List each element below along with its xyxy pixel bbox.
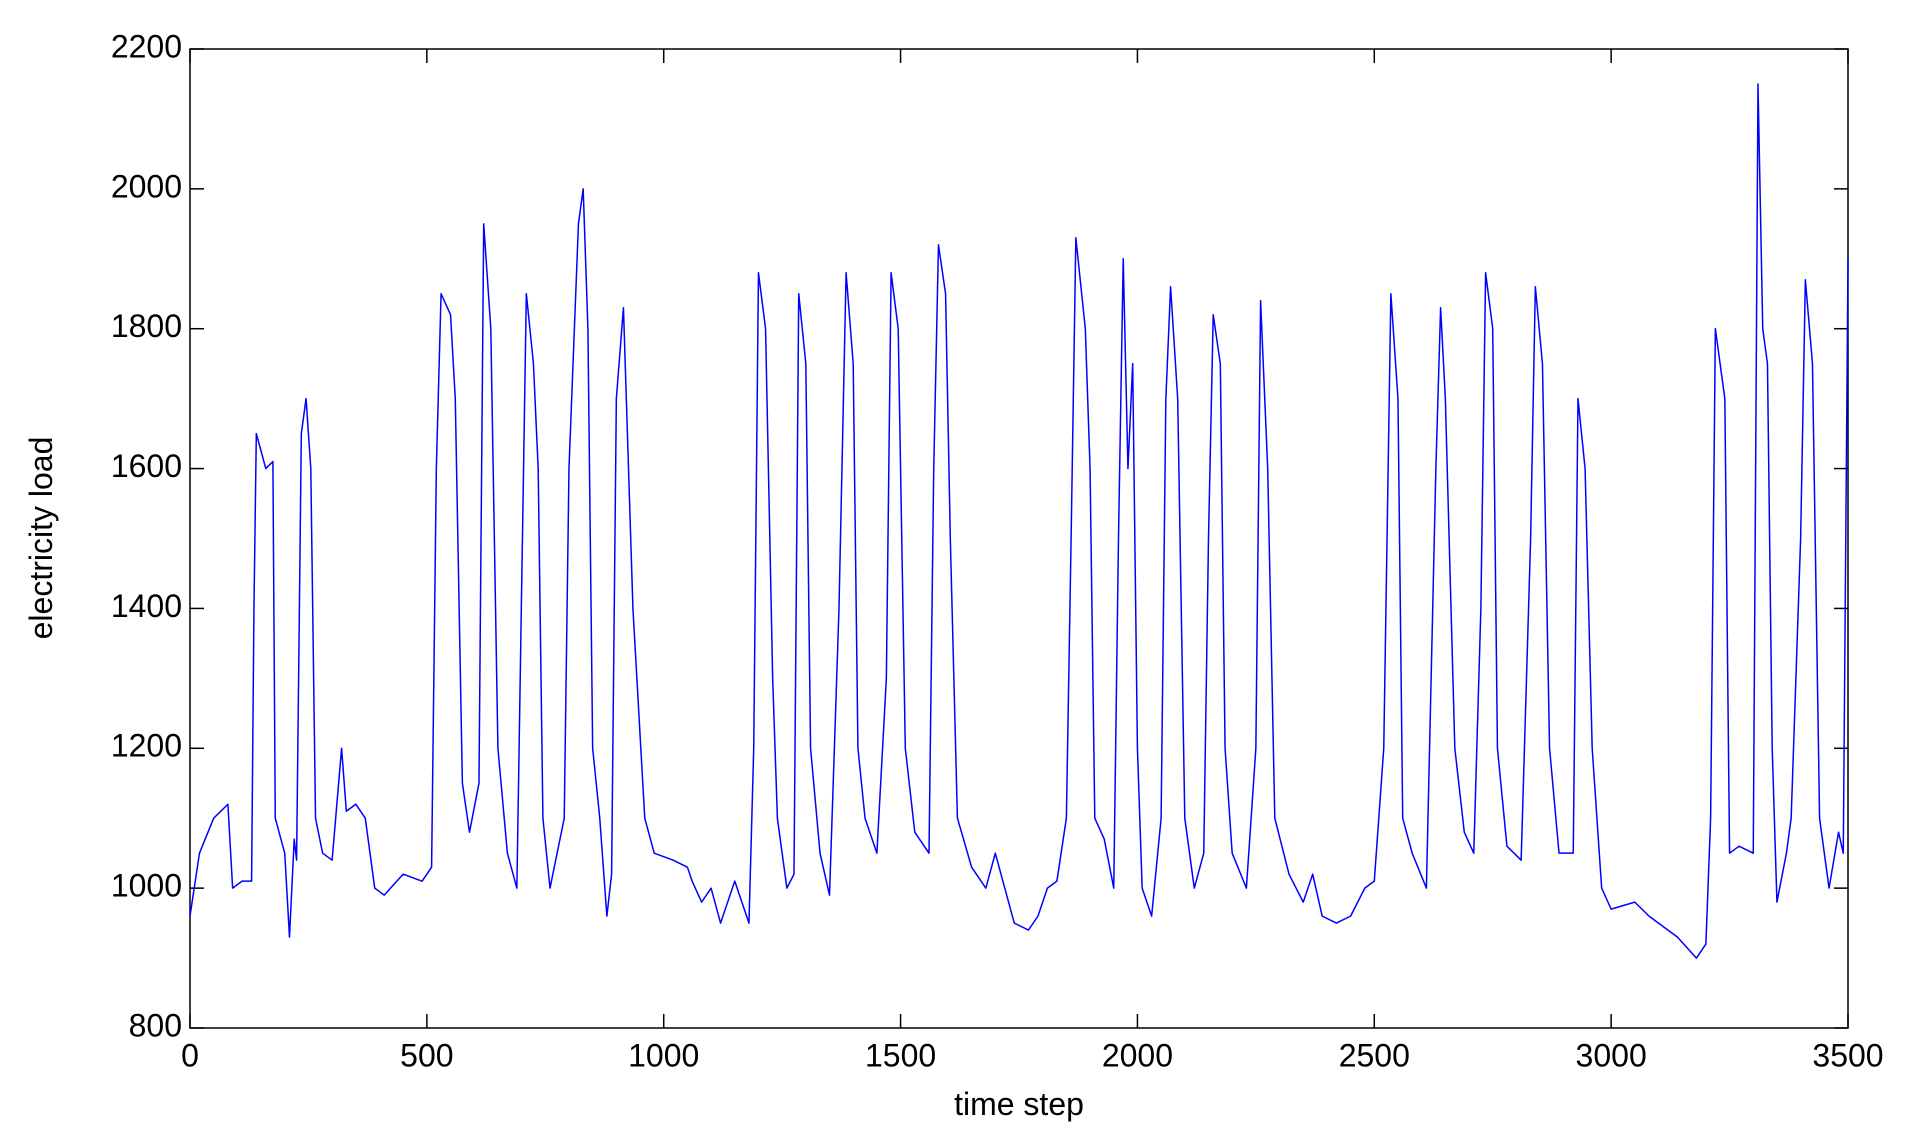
y-tick-label: 800	[129, 1007, 182, 1043]
x-tick-label: 3000	[1576, 1037, 1647, 1073]
x-tick-label: 1500	[865, 1037, 936, 1073]
data-line	[189, 83, 1849, 959]
x-tick-label: 2500	[1339, 1037, 1410, 1073]
y-axis-label: electricity load	[23, 437, 59, 640]
y-tick-label: 1200	[111, 728, 182, 764]
y-tick-label: 1400	[111, 588, 182, 624]
y-tick-label: 1800	[111, 308, 182, 344]
y-tick-label: 1000	[111, 868, 182, 904]
y-tick-label: 2000	[111, 168, 182, 204]
x-tick-label: 3500	[1812, 1037, 1883, 1073]
y-tick-label: 1600	[111, 448, 182, 484]
x-axis-label: time step	[954, 1086, 1084, 1122]
x-tick-label: 1000	[628, 1037, 699, 1073]
x-tick-label: 2000	[1102, 1037, 1173, 1073]
x-tick-label: 0	[181, 1037, 199, 1073]
x-tick-label: 500	[400, 1037, 453, 1073]
y-tick-label: 2200	[111, 28, 182, 64]
plot-frame	[189, 48, 1849, 1029]
